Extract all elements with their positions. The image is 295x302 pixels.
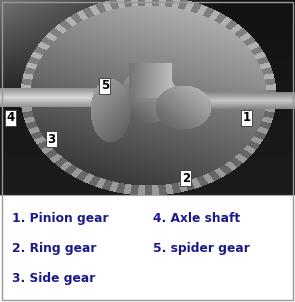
Text: 3. Side gear: 3. Side gear [12, 272, 95, 285]
Text: 4: 4 [6, 111, 14, 124]
Text: 5: 5 [101, 79, 109, 92]
Text: 3: 3 [47, 133, 56, 146]
Text: 1. Pinion gear: 1. Pinion gear [12, 212, 109, 225]
Text: 5. spider gear: 5. spider gear [153, 242, 250, 255]
Text: 2. Ring gear: 2. Ring gear [12, 242, 96, 255]
Text: 1: 1 [242, 111, 250, 124]
Text: 4. Axle shaft: 4. Axle shaft [153, 212, 240, 225]
Text: 2: 2 [182, 172, 190, 185]
